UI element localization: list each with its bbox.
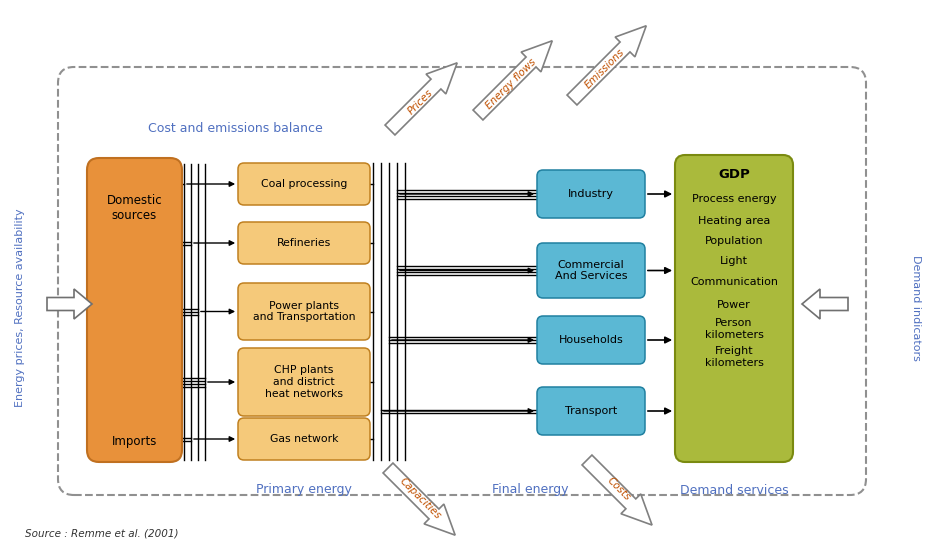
- FancyBboxPatch shape: [537, 316, 645, 364]
- FancyBboxPatch shape: [238, 348, 370, 416]
- Text: Heating area: Heating area: [698, 216, 771, 226]
- FancyBboxPatch shape: [537, 170, 645, 218]
- Polygon shape: [582, 455, 652, 525]
- Text: Power plants
and Transportation: Power plants and Transportation: [253, 301, 355, 322]
- FancyBboxPatch shape: [238, 222, 370, 264]
- Text: Prices: Prices: [405, 87, 434, 116]
- Text: Coal processing: Coal processing: [261, 179, 347, 189]
- Text: Cost and emissions balance: Cost and emissions balance: [148, 122, 323, 135]
- Text: Gas network: Gas network: [270, 434, 338, 444]
- Text: Process energy: Process energy: [692, 194, 776, 204]
- Text: Imports: Imports: [112, 434, 157, 447]
- Polygon shape: [473, 41, 552, 120]
- FancyBboxPatch shape: [675, 155, 793, 462]
- Text: Capacities: Capacities: [398, 476, 443, 521]
- Polygon shape: [567, 26, 646, 105]
- FancyBboxPatch shape: [238, 163, 370, 205]
- Text: Demand services: Demand services: [680, 483, 788, 496]
- Text: Demand indicators: Demand indicators: [911, 255, 921, 361]
- Text: Commercial
And Services: Commercial And Services: [555, 260, 628, 281]
- FancyBboxPatch shape: [537, 387, 645, 435]
- FancyBboxPatch shape: [537, 243, 645, 298]
- Polygon shape: [385, 63, 457, 135]
- Text: Source : Remme et al. (2001): Source : Remme et al. (2001): [25, 528, 178, 538]
- Polygon shape: [47, 289, 92, 319]
- Text: Industry: Industry: [568, 189, 614, 199]
- Text: CHP plants
and district
heat networks: CHP plants and district heat networks: [265, 365, 343, 398]
- FancyBboxPatch shape: [238, 418, 370, 460]
- Text: Transport: Transport: [565, 406, 617, 416]
- FancyBboxPatch shape: [87, 158, 182, 462]
- Polygon shape: [802, 289, 848, 319]
- Text: Households: Households: [559, 335, 623, 345]
- Text: Communication: Communication: [690, 277, 778, 287]
- Text: Primary energy: Primary energy: [256, 483, 352, 496]
- Text: Population: Population: [704, 236, 763, 246]
- Text: Freight
kilometers: Freight kilometers: [704, 346, 763, 368]
- Text: Energy prices, Resource availability: Energy prices, Resource availability: [15, 209, 25, 407]
- Text: Domestic
sources: Domestic sources: [106, 194, 163, 222]
- Text: Light: Light: [720, 256, 748, 266]
- Text: Person
kilometers: Person kilometers: [704, 318, 763, 340]
- Text: GDP: GDP: [718, 167, 750, 180]
- Text: Final energy: Final energy: [491, 483, 568, 496]
- Text: Emissions: Emissions: [584, 47, 627, 90]
- Text: Energy flows: Energy flows: [484, 57, 538, 111]
- Text: Refineries: Refineries: [276, 238, 332, 248]
- Text: Costs: Costs: [604, 476, 632, 503]
- Text: Power: Power: [717, 300, 751, 310]
- FancyBboxPatch shape: [238, 283, 370, 340]
- Polygon shape: [383, 463, 455, 535]
